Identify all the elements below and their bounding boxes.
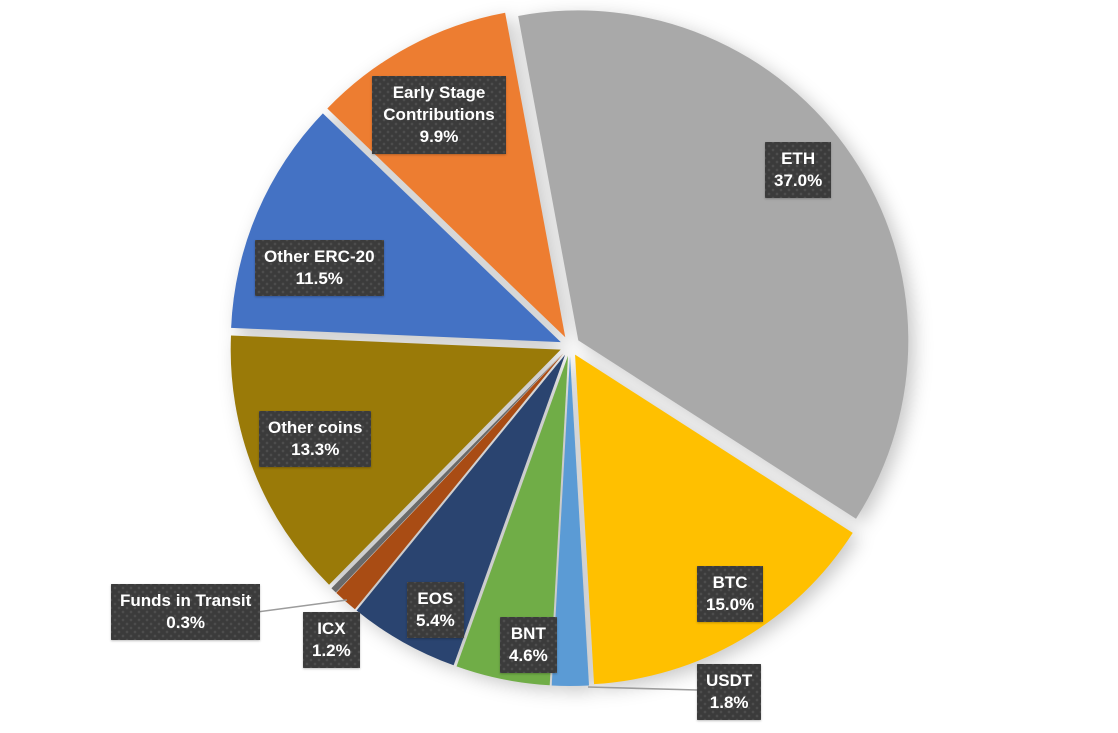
label-funds-in-transit-pct: 0.3% bbox=[166, 613, 206, 632]
label-other-erc-20: Other ERC-20 11.5% bbox=[255, 240, 384, 296]
label-funds-in-transit-name: Funds in Transit bbox=[120, 591, 252, 610]
label-early-stage-contributions: Early Stage Contributions 9.9% bbox=[372, 76, 506, 154]
slice-eos bbox=[356, 354, 566, 666]
label-icx-name: ICX bbox=[317, 619, 346, 638]
label-btc-name: BTC bbox=[712, 573, 748, 592]
leader-lines bbox=[256, 599, 698, 691]
label-early-stage-contributions-name: Early Stage Contributions bbox=[383, 83, 495, 124]
funds-in-transit-leader-line bbox=[256, 599, 348, 613]
slice-icx bbox=[336, 353, 564, 610]
label-other-erc-20-pct: 11.5% bbox=[295, 269, 343, 288]
slice-bnt bbox=[456, 355, 569, 686]
label-eos: EOS 5.4% bbox=[407, 582, 464, 638]
label-icx-pct: 1.2% bbox=[312, 641, 351, 660]
label-bnt-pct: 4.6% bbox=[509, 646, 548, 665]
label-btc-pct: 15.0% bbox=[706, 595, 755, 614]
label-btc: BTC 15.0% bbox=[697, 566, 763, 622]
label-eth-name: ETH bbox=[781, 149, 816, 168]
slice-other-coins bbox=[230, 335, 561, 585]
slice-eth bbox=[518, 10, 909, 519]
pie-slices bbox=[230, 10, 909, 686]
label-early-stage-contributions-pct: 9.9% bbox=[419, 127, 459, 146]
label-icx: ICX 1.2% bbox=[303, 612, 360, 668]
label-eos-name: EOS bbox=[417, 589, 454, 608]
label-other-erc-20-name: Other ERC-20 bbox=[264, 247, 375, 266]
label-eos-pct: 5.4% bbox=[416, 611, 455, 630]
label-other-coins-pct: 13.3% bbox=[291, 440, 340, 459]
label-usdt-name: USDT bbox=[706, 671, 753, 690]
label-bnt: BNT 4.6% bbox=[500, 617, 557, 673]
label-funds-in-transit: Funds in Transit 0.3% bbox=[111, 584, 260, 640]
slice-funds-in-transit bbox=[331, 353, 564, 593]
label-eth: ETH 37.0% bbox=[765, 142, 831, 198]
label-other-coins: Other coins 13.3% bbox=[259, 411, 371, 467]
label-other-coins-name: Other coins bbox=[268, 418, 363, 437]
label-usdt: USDT 1.8% bbox=[697, 664, 761, 720]
usdt-leader-line bbox=[587, 686, 698, 691]
label-usdt-pct: 1.8% bbox=[709, 693, 749, 712]
slice-btc bbox=[575, 354, 853, 685]
label-bnt-name: BNT bbox=[510, 624, 546, 643]
slice-usdt bbox=[551, 356, 590, 686]
label-eth-pct: 37.0% bbox=[774, 171, 823, 190]
